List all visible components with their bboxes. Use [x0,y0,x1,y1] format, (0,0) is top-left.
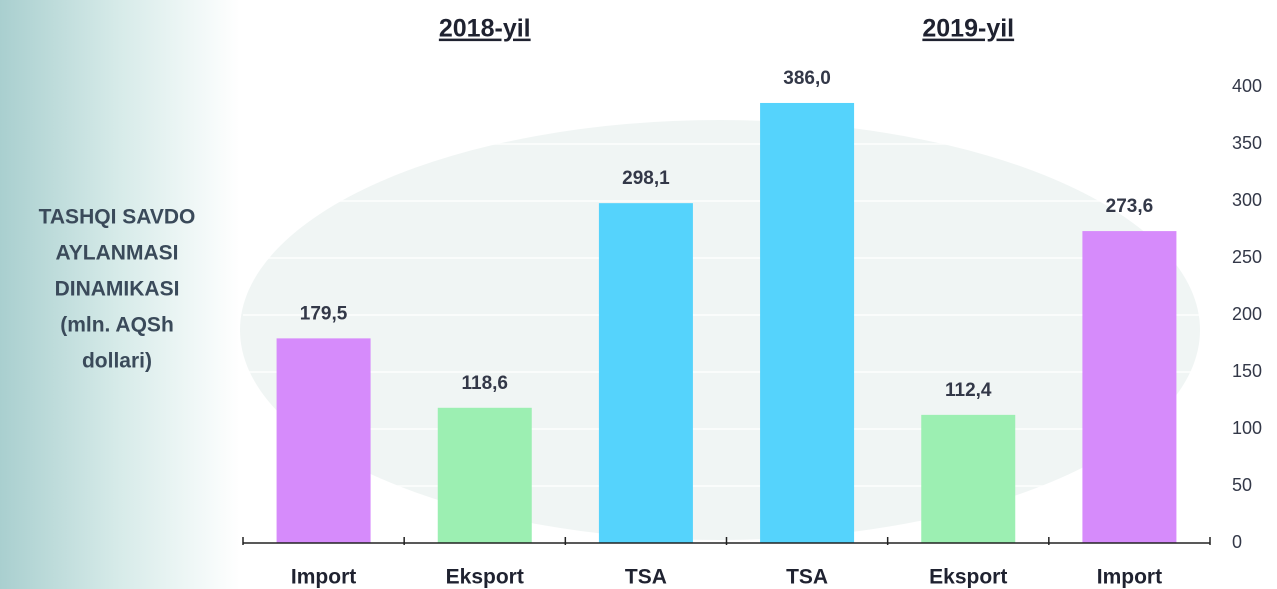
x-tick-label: Eksport [929,566,1007,589]
y-tick-label: 100 [1232,418,1262,438]
x-tick-label: Import [1097,566,1162,589]
group-title: 2018-yil [439,15,531,43]
y-tick-label: 250 [1232,247,1262,267]
x-tick-label: TSA [625,566,667,589]
side-label: AYLANMASI [56,242,179,265]
y-tick-label: 150 [1232,361,1262,381]
x-tick-label: Import [291,566,356,589]
side-label: dollari) [82,350,152,373]
value-label: 118,6 [462,373,509,394]
value-label: 386,0 [783,68,831,89]
bar [1082,231,1177,543]
side-label: (mln. AQSh [60,314,174,337]
y-tick-label: 350 [1232,133,1262,153]
side-label: DINAMIKASI [55,278,180,301]
y-tick-label: 300 [1232,190,1262,210]
value-label: 179,5 [300,303,348,324]
y-tick-label: 200 [1232,304,1262,324]
value-label: 273,6 [1106,196,1154,217]
value-label: 298,1 [622,168,670,189]
x-tick-label: Eksport [446,566,524,589]
bar [921,414,1016,543]
value-label: 112,4 [945,380,992,401]
side-label: TASHQI SAVDO [39,206,196,229]
bar [437,407,532,543]
bar [760,102,855,544]
group-title: 2019-yil [922,15,1014,43]
map-background [240,120,1200,540]
y-tick-label: 0 [1232,532,1242,552]
bar [598,203,693,543]
y-tick-label: 50 [1232,475,1252,495]
y-tick-label: 400 [1232,76,1262,96]
bar [276,338,371,543]
x-tick-label: TSA [786,566,828,589]
